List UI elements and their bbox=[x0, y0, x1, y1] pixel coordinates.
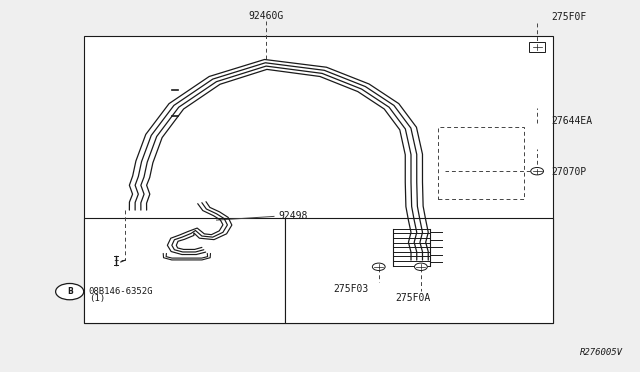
Bar bbox=[84, 218, 285, 323]
Text: 27070P: 27070P bbox=[551, 167, 586, 177]
Bar bbox=[438, 127, 524, 199]
Text: 275F03: 275F03 bbox=[333, 284, 368, 294]
Text: 92460G: 92460G bbox=[248, 11, 284, 21]
Text: (1): (1) bbox=[89, 294, 105, 303]
Bar bbox=[84, 36, 553, 323]
Circle shape bbox=[372, 263, 385, 270]
Text: 08B146-6352G: 08B146-6352G bbox=[89, 287, 154, 296]
Circle shape bbox=[531, 167, 543, 175]
Text: 27644EA: 27644EA bbox=[551, 116, 592, 126]
Circle shape bbox=[56, 283, 84, 300]
Text: R276005V: R276005V bbox=[580, 348, 623, 357]
Bar bbox=[285, 218, 553, 323]
Text: 275F0A: 275F0A bbox=[395, 293, 430, 303]
Text: B: B bbox=[67, 287, 72, 296]
Bar bbox=[529, 42, 545, 52]
Circle shape bbox=[415, 263, 428, 270]
Text: 92498: 92498 bbox=[278, 211, 308, 221]
Text: 275F0F: 275F0F bbox=[551, 12, 586, 22]
